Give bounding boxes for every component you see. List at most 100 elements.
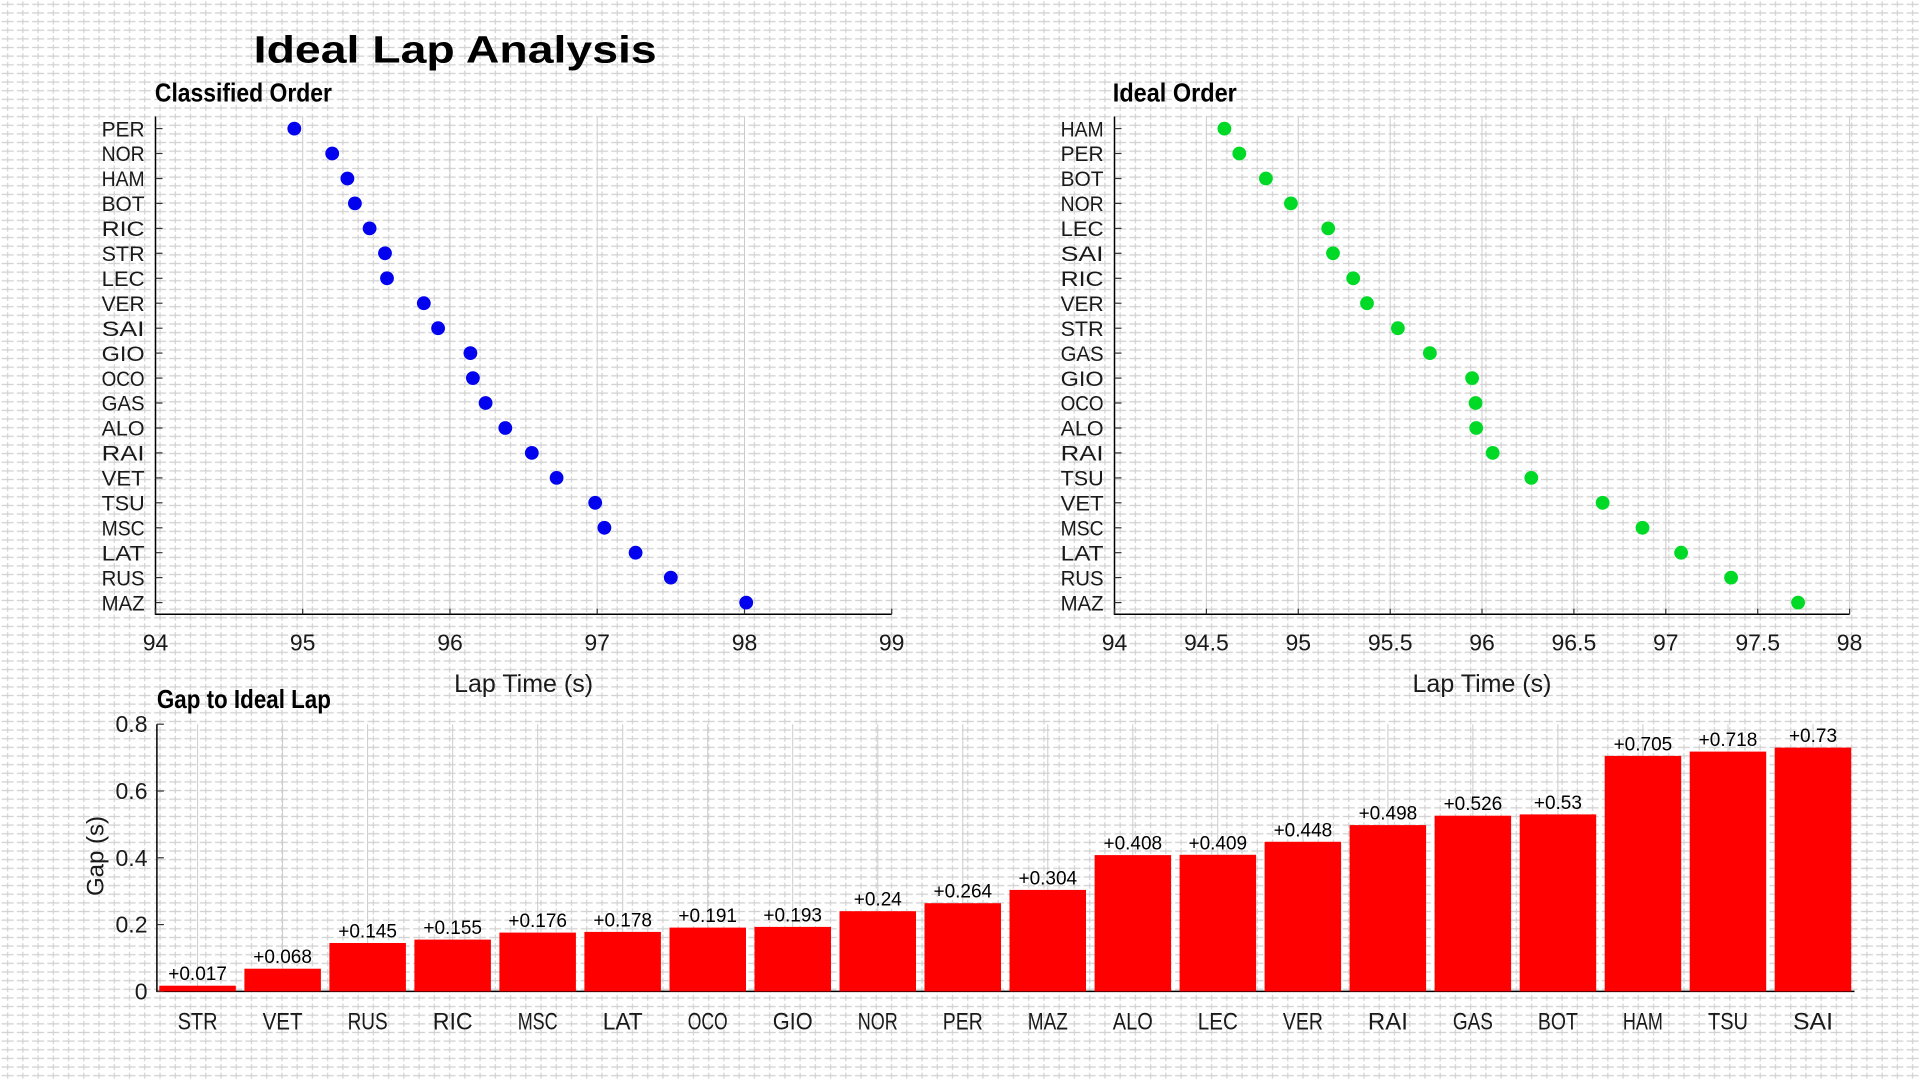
svg-text:STR: STR <box>1061 317 1104 341</box>
svg-text:ALO: ALO <box>1061 417 1104 441</box>
svg-text:LAT: LAT <box>102 541 145 565</box>
svg-text:Gap to Ideal Lap: Gap to Ideal Lap <box>157 684 331 714</box>
svg-text:+0.145: +0.145 <box>338 922 397 943</box>
svg-text:RAI: RAI <box>102 442 145 466</box>
svg-text:98: 98 <box>732 630 758 656</box>
svg-text:0.4: 0.4 <box>116 845 148 871</box>
svg-text:MAZ: MAZ <box>1028 1009 1068 1036</box>
svg-text:LAT: LAT <box>603 1009 643 1036</box>
svg-text:MSC: MSC <box>518 1009 558 1036</box>
svg-text:BOT: BOT <box>102 192 145 216</box>
svg-text:MSC: MSC <box>102 517 145 541</box>
svg-text:VER: VER <box>1283 1009 1323 1036</box>
svg-text:GAS: GAS <box>1061 342 1104 366</box>
svg-text:GIO: GIO <box>773 1009 813 1036</box>
svg-text:VET: VET <box>1061 492 1104 516</box>
svg-text:Ideal Order: Ideal Order <box>1113 77 1237 107</box>
svg-text:BOT: BOT <box>1061 167 1104 191</box>
svg-text:+0.448: +0.448 <box>1274 820 1333 841</box>
svg-text:97: 97 <box>1653 630 1679 656</box>
svg-text:PER: PER <box>1061 142 1104 166</box>
svg-text:HAM: HAM <box>102 167 145 191</box>
svg-text:HAM: HAM <box>1061 117 1104 141</box>
svg-text:94: 94 <box>1102 630 1128 656</box>
svg-text:Gap (s): Gap (s) <box>83 816 110 896</box>
svg-text:MAZ: MAZ <box>102 591 145 615</box>
svg-text:RAI: RAI <box>1368 1009 1408 1036</box>
svg-text:+0.718: +0.718 <box>1699 730 1758 751</box>
svg-text:NOR: NOR <box>102 142 145 166</box>
svg-text:Classified Order: Classified Order <box>155 77 332 107</box>
svg-text:0.2: 0.2 <box>116 912 148 938</box>
svg-text:96: 96 <box>437 630 463 656</box>
svg-text:+0.155: +0.155 <box>423 918 482 939</box>
svg-text:STR: STR <box>178 1009 218 1036</box>
svg-text:OCO: OCO <box>1061 392 1104 416</box>
svg-text:Lap Time (s): Lap Time (s) <box>454 670 593 698</box>
svg-text:NOR: NOR <box>1061 192 1104 216</box>
svg-text:LEC: LEC <box>1061 217 1104 241</box>
svg-text:+0.068: +0.068 <box>253 947 312 968</box>
svg-text:Lap Time (s): Lap Time (s) <box>1413 670 1552 698</box>
svg-text:95.5: 95.5 <box>1368 630 1413 656</box>
svg-text:NOR: NOR <box>858 1009 898 1036</box>
svg-text:0.8: 0.8 <box>116 711 148 737</box>
svg-text:+0.193: +0.193 <box>763 905 822 926</box>
svg-text:+0.409: +0.409 <box>1188 833 1247 854</box>
svg-text:+0.498: +0.498 <box>1359 804 1418 825</box>
svg-text:+0.705: +0.705 <box>1614 734 1673 755</box>
svg-text:RUS: RUS <box>102 566 145 590</box>
svg-text:94.5: 94.5 <box>1184 630 1229 656</box>
svg-text:+0.526: +0.526 <box>1444 794 1503 815</box>
svg-text:+0.53: +0.53 <box>1534 793 1582 814</box>
svg-text:STR: STR <box>102 242 145 266</box>
svg-text:PER: PER <box>943 1009 983 1036</box>
svg-text:ALO: ALO <box>1113 1009 1153 1036</box>
svg-text:0.6: 0.6 <box>116 778 148 804</box>
svg-text:MAZ: MAZ <box>1061 591 1104 615</box>
svg-text:LEC: LEC <box>102 267 145 291</box>
svg-text:97: 97 <box>584 630 610 656</box>
svg-text:RUS: RUS <box>1061 566 1104 590</box>
svg-text:PER: PER <box>102 117 145 141</box>
svg-text:0: 0 <box>135 978 148 1004</box>
svg-text:+0.191: +0.191 <box>678 906 737 927</box>
svg-text:OCO: OCO <box>102 367 145 391</box>
svg-text:GAS: GAS <box>1453 1009 1493 1036</box>
svg-text:+0.178: +0.178 <box>593 910 652 931</box>
svg-text:MSC: MSC <box>1061 517 1104 541</box>
svg-text:RIC: RIC <box>1061 267 1104 291</box>
svg-text:RIC: RIC <box>102 217 145 241</box>
svg-text:SAI: SAI <box>1061 242 1104 266</box>
svg-text:GAS: GAS <box>102 392 145 416</box>
svg-text:+0.408: +0.408 <box>1103 834 1162 855</box>
svg-text:Ideal Lap Analysis: Ideal Lap Analysis <box>254 29 657 71</box>
svg-text:BOT: BOT <box>1538 1009 1578 1036</box>
svg-text:VET: VET <box>102 467 145 491</box>
svg-text:TSU: TSU <box>1708 1009 1748 1036</box>
svg-text:LEC: LEC <box>1198 1009 1238 1036</box>
svg-text:RAI: RAI <box>1061 442 1104 466</box>
svg-text:GIO: GIO <box>1061 367 1104 391</box>
svg-text:HAM: HAM <box>1623 1009 1663 1036</box>
svg-text:OCO: OCO <box>688 1009 728 1036</box>
svg-text:RIC: RIC <box>433 1009 473 1036</box>
svg-text:+0.017: +0.017 <box>168 964 227 985</box>
svg-text:+0.73: +0.73 <box>1789 726 1837 747</box>
svg-text:96.5: 96.5 <box>1552 630 1597 656</box>
svg-text:TSU: TSU <box>102 492 145 516</box>
svg-text:VET: VET <box>263 1009 303 1036</box>
svg-text:99: 99 <box>879 630 905 656</box>
svg-text:RUS: RUS <box>348 1009 388 1036</box>
svg-text:95: 95 <box>290 630 316 656</box>
svg-text:TSU: TSU <box>1061 467 1104 491</box>
svg-text:VER: VER <box>1061 292 1104 316</box>
svg-text:LAT: LAT <box>1061 541 1104 565</box>
svg-text:SAI: SAI <box>102 317 145 341</box>
svg-text:VER: VER <box>102 292 145 316</box>
svg-text:ALO: ALO <box>102 417 145 441</box>
svg-text:GIO: GIO <box>102 342 145 366</box>
svg-text:+0.264: +0.264 <box>933 882 992 903</box>
svg-text:97.5: 97.5 <box>1735 630 1780 656</box>
svg-text:SAI: SAI <box>1793 1009 1833 1036</box>
